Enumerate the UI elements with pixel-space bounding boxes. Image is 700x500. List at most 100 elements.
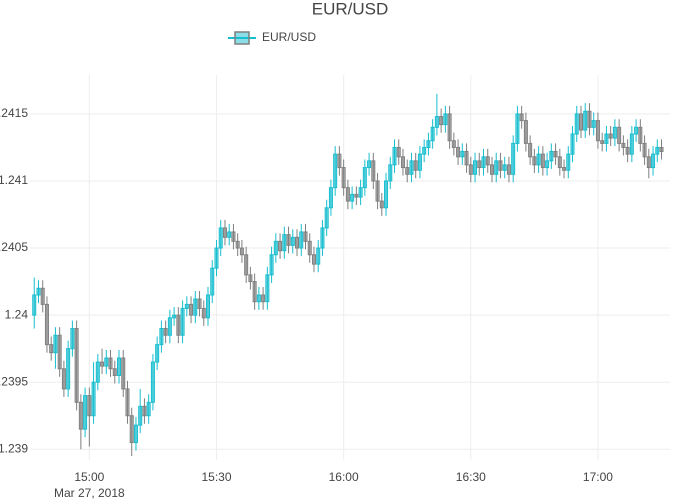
candle-body [201, 307, 206, 319]
candle-body [570, 133, 575, 155]
candle-body [40, 287, 45, 305]
candle-body [562, 167, 567, 171]
candle-body [350, 193, 355, 202]
candle-body [549, 150, 554, 162]
candle-body [362, 167, 367, 189]
candle-body [519, 113, 524, 122]
candle-body [150, 361, 155, 403]
candle-body [129, 415, 134, 444]
candle-body [286, 234, 291, 246]
candle-body [112, 368, 117, 376]
candle-body [290, 236, 295, 246]
candle-body [629, 133, 634, 155]
candle-body [430, 126, 435, 142]
candle-body [413, 160, 418, 171]
candle-body [206, 294, 211, 319]
candle-body [133, 424, 138, 444]
candle-body [320, 227, 325, 249]
candle-body [659, 146, 664, 152]
candle-body [91, 381, 96, 417]
candle-body [566, 153, 571, 171]
candle-body [87, 395, 92, 417]
candle-body [57, 334, 62, 370]
y-tick-label: 1.2415 [0, 106, 28, 120]
candle-body [176, 314, 181, 336]
candle-body [295, 236, 300, 249]
candle-body [545, 160, 550, 169]
candle-body [239, 247, 244, 256]
candle-body [61, 368, 66, 390]
legend-label[interactable]: EUR/USD [262, 30, 316, 44]
candle-body [515, 113, 520, 144]
candle-body [159, 328, 164, 346]
candle-body [49, 344, 54, 354]
candle-body [244, 254, 249, 276]
candle-body [417, 153, 422, 171]
candle-body [583, 110, 588, 131]
candle-body [269, 254, 274, 276]
candle-body [53, 334, 58, 354]
candle-body [44, 303, 49, 346]
candle-body [146, 401, 151, 417]
candle-body [587, 110, 592, 128]
candle-body [70, 328, 75, 350]
x-tick-label: 15:30 [201, 470, 231, 484]
candle-body [307, 240, 312, 256]
candle-body [443, 113, 448, 126]
candle-body [396, 146, 401, 158]
candle-body [405, 167, 410, 175]
candle-body [36, 287, 41, 296]
candle-body [591, 120, 596, 128]
y-tick-label: 1.2395 [0, 374, 28, 388]
candle-body [426, 140, 431, 148]
candle-body [273, 240, 278, 256]
candle-body [328, 187, 333, 209]
chart-title: EUR/USD [312, 0, 389, 18]
candle-body [138, 405, 143, 426]
candle-body [434, 116, 439, 128]
x-tick-label: 16:30 [456, 470, 486, 484]
candle-body [625, 146, 630, 155]
candle-body [600, 140, 605, 144]
candle-body [506, 164, 511, 175]
y-tick-label: 1.239 [0, 441, 28, 455]
candle-body [651, 153, 656, 169]
candle-body [345, 187, 350, 202]
candle-body [167, 317, 172, 336]
candle-body [655, 146, 660, 155]
candle-body [460, 150, 465, 158]
candle-body [311, 254, 316, 265]
x-tick-label: 16:00 [329, 470, 359, 484]
legend-icon [234, 31, 250, 45]
candle-body [468, 164, 473, 175]
candle-body [172, 314, 177, 319]
candle-body [638, 126, 643, 144]
candle-body [299, 231, 304, 249]
candle-body [278, 240, 283, 252]
candle-body [464, 150, 469, 166]
candle-body [489, 164, 494, 175]
candle-body [574, 113, 579, 135]
candle-body [333, 153, 338, 189]
candle-body [511, 142, 516, 175]
candle-body [163, 328, 168, 336]
candle-body [392, 146, 397, 166]
y-tick-label: 1.2405 [0, 240, 28, 254]
candle-body [473, 160, 478, 175]
candle-body [248, 274, 253, 283]
x-date-label: Mar 27, 2018 [54, 486, 125, 500]
candle-body [400, 156, 405, 169]
candle-body [634, 126, 639, 135]
candle-body [617, 126, 622, 144]
candle-body [104, 357, 109, 367]
candle-body [621, 142, 626, 148]
candle-body [553, 150, 558, 158]
y-tick-label: 1.24 [5, 307, 29, 321]
candle-body [66, 348, 71, 390]
candle-body [540, 153, 545, 169]
candle-body [422, 146, 427, 155]
candle-body [83, 395, 88, 430]
candle-body [481, 156, 486, 169]
candle-body [447, 113, 452, 142]
candle-body [214, 247, 219, 269]
